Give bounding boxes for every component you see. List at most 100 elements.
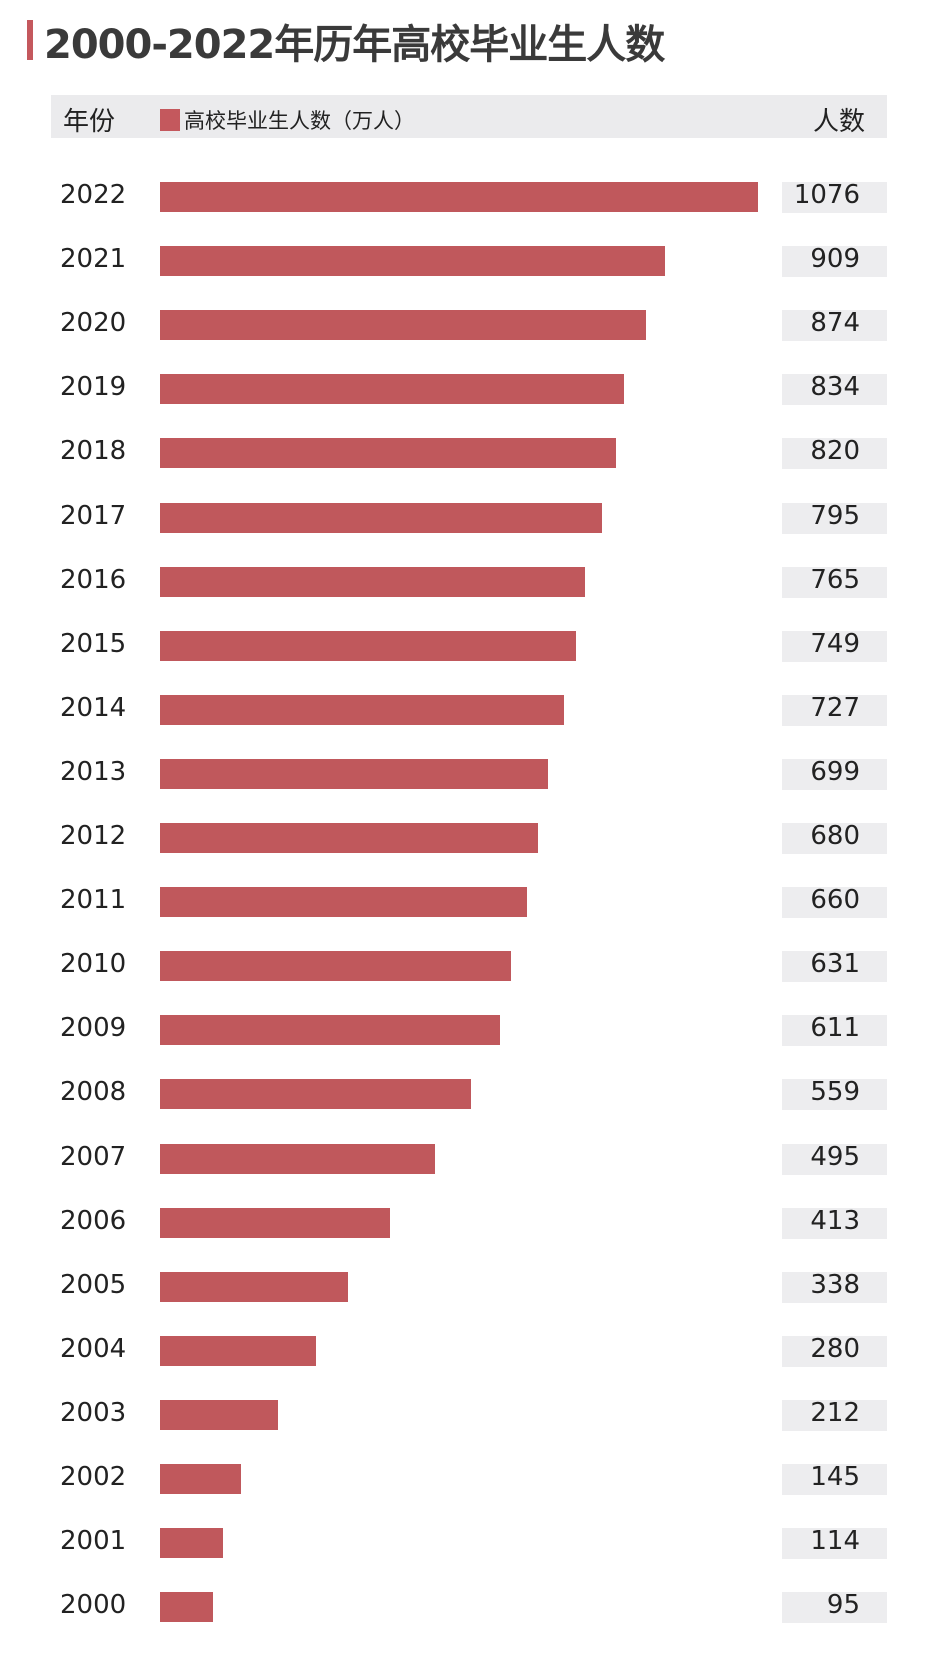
value-box xyxy=(782,758,887,790)
value-box xyxy=(782,1464,887,1495)
bar xyxy=(160,758,549,789)
value-label: 145 xyxy=(810,1462,860,1492)
value-column-header: 人数 xyxy=(812,107,865,137)
value-label: 727 xyxy=(810,692,860,723)
year-label: 2004 xyxy=(60,1333,127,1364)
legend-label: 高校毕业生人数（万人） xyxy=(184,109,415,133)
bar xyxy=(160,823,538,853)
value-label: 212 xyxy=(810,1397,860,1428)
year-label: 2022 xyxy=(60,180,127,210)
legend: 高校毕业生人数（万人） xyxy=(160,105,415,135)
year-label: 2015 xyxy=(60,628,127,659)
chart-title: 2000-2022年历年高校毕业生人数 xyxy=(44,22,665,68)
bar xyxy=(160,502,602,533)
value-box xyxy=(782,438,887,470)
value-box xyxy=(782,246,887,278)
value-label: 795 xyxy=(810,500,860,531)
year-label: 2007 xyxy=(60,1141,127,1172)
bar xyxy=(160,630,577,661)
bar xyxy=(160,1528,224,1559)
table-header: 年份 高校毕业生人数（万人） 人数 xyxy=(51,95,887,138)
year-label: 2012 xyxy=(60,821,127,851)
bar xyxy=(160,1015,500,1046)
value-label: 1076 xyxy=(793,180,860,210)
year-label: 2006 xyxy=(60,1205,127,1236)
value-label: 834 xyxy=(810,372,860,403)
value-box xyxy=(782,1592,887,1624)
bar xyxy=(160,1143,436,1174)
year-label: 2019 xyxy=(60,372,127,403)
value-box xyxy=(782,1528,887,1560)
value-box xyxy=(782,1207,887,1239)
value-box xyxy=(782,182,887,213)
bar xyxy=(160,1399,278,1430)
value-label: 413 xyxy=(810,1205,860,1236)
year-label: 2008 xyxy=(60,1077,127,1108)
year-label: 2010 xyxy=(60,949,127,980)
value-box xyxy=(782,1079,887,1111)
value-label: 680 xyxy=(810,821,860,851)
value-box xyxy=(782,887,887,919)
value-box xyxy=(782,310,887,342)
value-box xyxy=(782,1335,887,1367)
value-box xyxy=(782,694,887,726)
bar xyxy=(160,1592,213,1623)
value-label: 280 xyxy=(810,1333,860,1364)
value-label: 611 xyxy=(810,1013,860,1044)
value-box xyxy=(782,630,887,662)
year-label: 2011 xyxy=(60,885,127,916)
bar xyxy=(160,182,758,212)
year-label: 2016 xyxy=(60,564,127,595)
bar xyxy=(160,438,616,469)
bar xyxy=(160,1464,241,1494)
bar xyxy=(160,310,646,341)
year-label: 2002 xyxy=(60,1462,127,1492)
value-label: 114 xyxy=(810,1526,860,1557)
year-label: 2005 xyxy=(60,1269,127,1300)
bar xyxy=(160,887,527,918)
value-label: 820 xyxy=(810,436,860,467)
value-label: 495 xyxy=(810,1141,860,1172)
value-label: 699 xyxy=(810,756,860,787)
year-label: 2014 xyxy=(60,692,127,723)
year-label: 2003 xyxy=(60,1397,127,1428)
value-label: 338 xyxy=(810,1269,860,1300)
bar xyxy=(160,566,586,597)
value-box xyxy=(782,951,887,983)
year-label: 2000 xyxy=(60,1590,127,1621)
year-label: 2020 xyxy=(60,308,127,339)
value-label: 559 xyxy=(810,1077,860,1108)
year-label: 2021 xyxy=(60,244,127,275)
bar xyxy=(160,1271,348,1302)
year-label: 2013 xyxy=(60,756,127,787)
value-label: 909 xyxy=(810,244,860,275)
value-box xyxy=(782,374,887,406)
value-label: 874 xyxy=(810,308,860,339)
bar xyxy=(160,246,666,277)
value-box xyxy=(782,1399,887,1431)
bar xyxy=(160,374,624,405)
bar xyxy=(160,951,511,982)
value-box xyxy=(782,1015,887,1047)
year-label: 2009 xyxy=(60,1013,127,1044)
value-box xyxy=(782,1143,887,1175)
value-box xyxy=(782,566,887,598)
title-accent-bar xyxy=(27,20,33,60)
year-label: 2001 xyxy=(60,1526,127,1557)
year-label: 2017 xyxy=(60,500,127,531)
year-label: 2018 xyxy=(60,436,127,467)
year-column-header: 年份 xyxy=(63,107,116,137)
value-label: 749 xyxy=(810,628,860,659)
bar xyxy=(160,694,565,725)
bar xyxy=(160,1079,471,1110)
value-label: 631 xyxy=(810,949,860,980)
bar xyxy=(160,1335,316,1366)
value-label: 95 xyxy=(826,1590,860,1621)
value-box xyxy=(782,823,887,854)
bar xyxy=(160,1207,390,1238)
value-label: 660 xyxy=(810,885,860,916)
value-box xyxy=(782,502,887,534)
legend-swatch xyxy=(160,109,180,131)
value-label: 765 xyxy=(810,564,860,595)
